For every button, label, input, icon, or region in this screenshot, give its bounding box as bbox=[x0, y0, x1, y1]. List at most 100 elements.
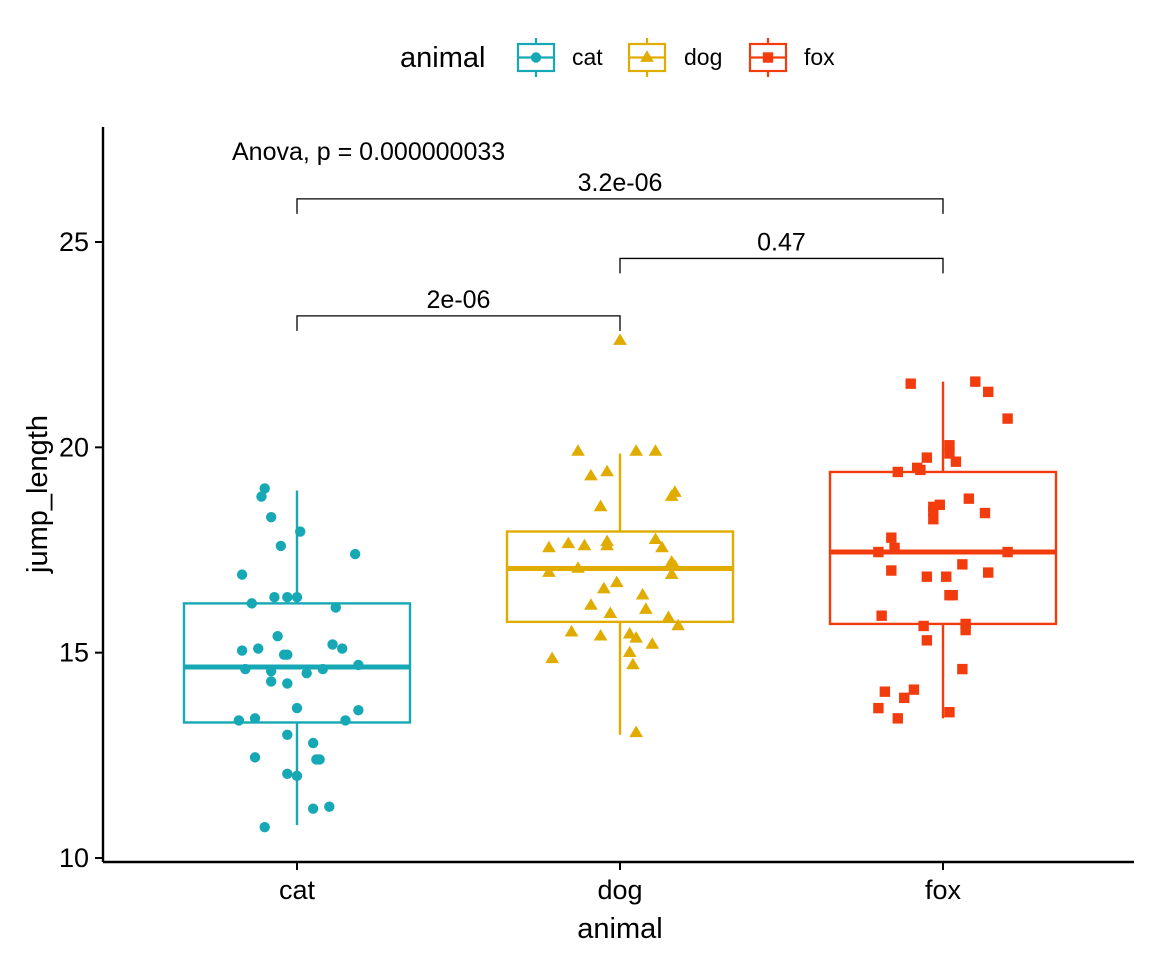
data-point-cat bbox=[340, 715, 351, 726]
iqr-box-cat bbox=[182, 602, 412, 724]
data-point-dog bbox=[542, 565, 556, 577]
legend-key-marker bbox=[762, 52, 774, 63]
data-point-cat bbox=[337, 643, 348, 654]
data-point-dog bbox=[600, 464, 614, 477]
data-point-dog bbox=[542, 540, 556, 553]
legend-item-dog: dog bbox=[627, 38, 722, 77]
data-point-cat bbox=[282, 592, 293, 603]
data-point-dog bbox=[622, 645, 637, 657]
comparison-bracket: 3.2e-06 bbox=[296, 169, 944, 214]
data-point-fox bbox=[944, 589, 955, 601]
data-point-cat bbox=[324, 801, 335, 812]
legend-key-marker bbox=[530, 52, 542, 63]
data-point-cat bbox=[282, 768, 293, 780]
data-point-dog bbox=[613, 333, 627, 345]
data-point-fox bbox=[886, 565, 897, 576]
legend-item-cat: cat bbox=[516, 38, 603, 77]
comparison-bracket-line bbox=[296, 198, 944, 214]
legend: animal cat dog fox bbox=[400, 38, 835, 77]
data-point-dog bbox=[561, 536, 576, 549]
box-fox bbox=[828, 381, 1058, 719]
comparison-annotations: 2e-06 0.47 3.2e-06 Anova, p = 0.000000033 bbox=[232, 138, 944, 331]
box-dog bbox=[505, 453, 735, 735]
legend-title: animal bbox=[400, 42, 485, 74]
data-point-cat bbox=[246, 598, 257, 609]
y-tick-label: 25 bbox=[59, 227, 89, 257]
data-point-fox bbox=[979, 507, 991, 519]
data-point-fox bbox=[899, 692, 910, 704]
data-point-fox bbox=[1002, 546, 1013, 558]
data-point-cat bbox=[249, 752, 261, 763]
data-point-dog bbox=[639, 602, 653, 614]
data-point-dog bbox=[626, 657, 640, 670]
data-point-cat bbox=[301, 667, 312, 679]
data-point-cat bbox=[349, 548, 361, 560]
data-point-fox bbox=[960, 624, 971, 636]
comparison-p-label: 0.47 bbox=[757, 228, 806, 256]
data-point-cat bbox=[291, 770, 303, 782]
y-tick-label: 10 bbox=[59, 843, 89, 873]
data-point-fox bbox=[941, 571, 952, 582]
data-point-dog bbox=[545, 651, 560, 664]
data-point-dog bbox=[597, 581, 611, 594]
data-point-dog bbox=[671, 618, 685, 631]
data-point-dog bbox=[600, 538, 614, 551]
iqr-box-dog bbox=[505, 530, 735, 624]
data-point-cat bbox=[256, 491, 267, 502]
data-point-dog bbox=[577, 538, 592, 551]
data-point-dog bbox=[629, 725, 643, 738]
data-point-cat bbox=[249, 713, 261, 724]
data-point-fox bbox=[934, 499, 945, 511]
data-point-cat bbox=[307, 737, 319, 749]
data-point-cat bbox=[233, 715, 245, 726]
data-point-dog bbox=[664, 567, 679, 579]
data-point-dog bbox=[571, 444, 585, 456]
data-point-cat bbox=[291, 592, 303, 603]
data-point-cat bbox=[272, 631, 283, 642]
data-point-fox bbox=[921, 571, 933, 582]
data-point-fox bbox=[905, 378, 916, 389]
data-point-cat bbox=[291, 702, 303, 714]
data-point-cat bbox=[282, 678, 293, 689]
data-point-cat bbox=[240, 663, 251, 675]
comparison-bracket-line bbox=[296, 315, 621, 331]
legend-key-marker bbox=[640, 50, 654, 62]
data-point-dog bbox=[648, 444, 663, 456]
data-point-dog bbox=[564, 624, 579, 637]
data-point-dog bbox=[661, 610, 676, 623]
data-point-cat bbox=[269, 592, 280, 603]
data-point-fox bbox=[879, 686, 891, 697]
y-axis-title: jump_length bbox=[22, 415, 54, 574]
comparison-p-label: 3.2e-06 bbox=[578, 169, 663, 197]
data-point-fox bbox=[944, 448, 955, 459]
y-tick-label: 15 bbox=[59, 638, 89, 668]
data-point-fox bbox=[944, 707, 955, 718]
data-point-fox bbox=[915, 464, 926, 476]
data-point-fox bbox=[918, 620, 929, 632]
comparison-p-label: 2e-06 bbox=[427, 286, 491, 314]
data-point-dog bbox=[571, 561, 585, 573]
data-point-cat bbox=[265, 665, 277, 677]
data-point-fox bbox=[944, 440, 955, 451]
data-point-dog bbox=[593, 499, 608, 512]
data-point-fox bbox=[889, 542, 900, 554]
data-point-cat bbox=[253, 643, 264, 654]
data-point-dog bbox=[603, 606, 618, 618]
data-point-cat bbox=[327, 639, 338, 650]
data-point-dog bbox=[629, 444, 643, 456]
iqr-box-fox bbox=[828, 470, 1058, 626]
comparison-bracket: 2e-06 bbox=[296, 286, 621, 331]
data-point-cat bbox=[275, 540, 287, 552]
points-layer bbox=[233, 333, 1013, 833]
data-point-cat bbox=[353, 659, 364, 671]
data-point-cat bbox=[265, 676, 277, 687]
data-point-cat bbox=[236, 645, 248, 656]
data-point-dog bbox=[584, 468, 598, 481]
data-point-fox bbox=[892, 713, 903, 724]
data-point-fox bbox=[876, 610, 887, 621]
data-point-cat bbox=[259, 483, 270, 494]
data-point-fox bbox=[983, 567, 994, 578]
data-point-fox bbox=[873, 546, 884, 558]
comparison-bracket: 0.47 bbox=[619, 228, 944, 274]
